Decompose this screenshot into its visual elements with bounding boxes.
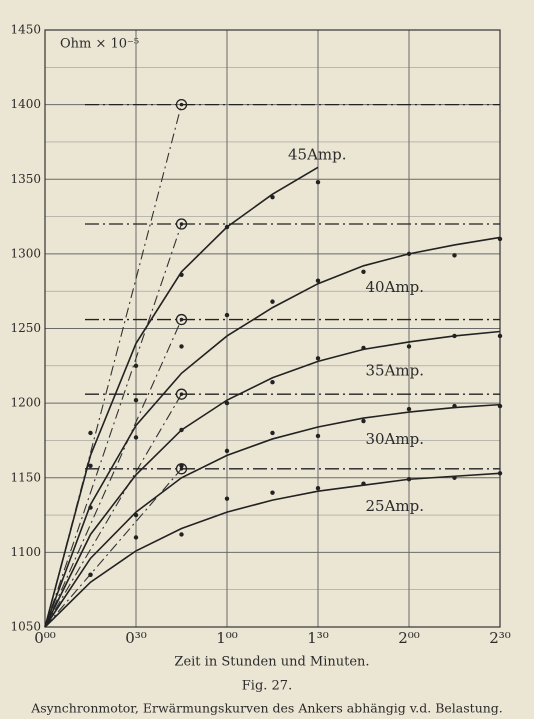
measured-point (497, 333, 503, 339)
measured-point (452, 403, 457, 409)
measured-point (406, 406, 412, 412)
measured-point (224, 400, 230, 406)
y-tick-label: 1250 (10, 321, 41, 335)
tangent-point-dot (179, 102, 184, 107)
series-label: 40Amp. (366, 278, 425, 296)
y-tick-label: 1100 (10, 545, 41, 559)
measured-point (270, 299, 275, 304)
measured-point (361, 269, 366, 274)
x-tick-label: 0³⁰ (125, 629, 147, 647)
measured-point (315, 356, 321, 361)
measured-point (179, 272, 184, 277)
measured-point (88, 463, 93, 469)
measured-point (179, 463, 184, 469)
measured-point (133, 363, 139, 369)
x-tick-label: 1³⁰ (307, 629, 329, 647)
curve (44, 236, 501, 628)
y-tick-label: 1050 (10, 620, 41, 634)
measured-point (497, 471, 503, 476)
tangent-line (44, 319, 183, 628)
measured-point (224, 224, 230, 230)
plot-frame (44, 29, 501, 628)
measured-point (270, 490, 275, 495)
measured-point (88, 430, 93, 436)
measured-point (224, 496, 230, 501)
y-tick-label: 1150 (10, 470, 41, 484)
measured-point (497, 236, 503, 242)
measured-point (270, 194, 275, 200)
measured-point (224, 312, 230, 318)
tangent-point-dot (179, 466, 184, 471)
measured-point (133, 512, 139, 518)
tangent-point (175, 98, 188, 111)
x-tick-label: 2⁰⁰ (398, 629, 420, 647)
tangent-point (175, 388, 188, 400)
y-tick-label: 1450 (10, 23, 41, 37)
tangent-line (44, 223, 183, 628)
measured-point (361, 345, 366, 351)
series-label: 30Amp. (366, 430, 425, 448)
series-label: 35Amp. (366, 361, 425, 379)
x-tick-label: 1⁰⁰ (216, 629, 238, 647)
series-label: 45Amp. (288, 145, 347, 163)
measured-point (315, 485, 321, 491)
measured-point (224, 448, 230, 454)
measured-point (406, 477, 412, 482)
measured-point (133, 435, 139, 440)
tangent-line (44, 393, 182, 628)
measured-point (179, 532, 184, 537)
measured-point (361, 418, 366, 424)
caption: Asynchronmotor, Erwärmungskurven des Ank… (30, 701, 503, 716)
measured-point (361, 481, 366, 486)
measured-point (452, 475, 457, 480)
tangent-point-dot (179, 222, 184, 226)
measured-point (406, 344, 412, 349)
measured-point (406, 251, 412, 257)
curve (44, 166, 319, 628)
measured-point (88, 572, 93, 577)
x-axis-label: Zeit in Stunden und Minuten. (174, 655, 369, 670)
y-tick-label: 1200 (10, 396, 41, 410)
measured-point (88, 505, 93, 510)
measured-point (315, 278, 321, 283)
y-tick-label: 1300 (10, 246, 41, 260)
measured-point (315, 180, 321, 185)
series-label: 25Amp. (366, 497, 425, 515)
figure-number: Fig. 27. (242, 679, 292, 694)
curve (44, 330, 501, 628)
measured-point (315, 433, 321, 439)
measured-point (179, 427, 184, 433)
curve (44, 403, 501, 628)
y-tick-label: 1350 (10, 172, 41, 186)
tangent-point-dot (179, 317, 184, 322)
tangent-point (175, 313, 188, 326)
measured-point (179, 344, 184, 349)
x-tick-label: 0⁰⁰ (34, 629, 56, 647)
measured-point (270, 430, 275, 436)
measured-point (497, 403, 503, 409)
tangent-point (175, 218, 188, 230)
measured-point (452, 333, 457, 339)
measured-point (133, 535, 139, 540)
measured-point (452, 253, 457, 258)
tangent-point-dot (179, 392, 184, 396)
x-tick-label: 2³⁰ (489, 629, 511, 647)
curve (44, 472, 501, 628)
y-axis-label: Ohm × 10⁻⁵ (60, 37, 139, 52)
measured-point (270, 380, 275, 385)
measured-point (133, 397, 139, 403)
y-tick-label: 1400 (10, 97, 41, 111)
